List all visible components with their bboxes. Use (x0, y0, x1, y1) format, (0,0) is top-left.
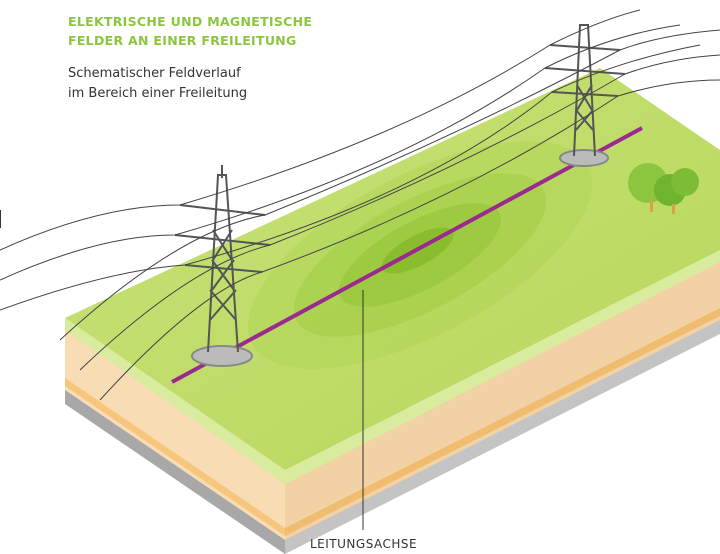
subtitle-line: im Bereich einer Freileitung (68, 84, 247, 104)
axis-label: LEITUNGSACHSE (310, 537, 417, 551)
title-line: ELEKTRISCHE UND MAGNETISCHE (68, 12, 312, 31)
title: ELEKTRISCHE UND MAGNETISCHE FELDER AN EI… (68, 12, 312, 50)
subtitle: Schematischer Feldverlauf im Bereich ein… (68, 64, 247, 104)
subtitle-line: Schematischer Feldverlauf (68, 64, 247, 84)
page: ELEKTRISCHE UND MAGNETISCHE FELDER AN EI… (0, 0, 720, 554)
title-line: FELDER AN EINER FREILEITUNG (68, 31, 312, 50)
